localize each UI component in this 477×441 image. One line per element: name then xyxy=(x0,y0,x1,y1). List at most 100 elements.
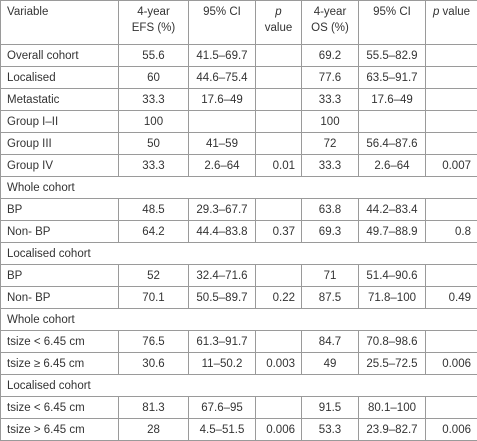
value-cell: 28 xyxy=(119,419,189,441)
value-cell: 0.006 xyxy=(426,419,477,441)
value-cell: 2.6–64 xyxy=(359,155,426,177)
empty-cell xyxy=(359,111,426,133)
value-cell: 49.7–88.9 xyxy=(359,221,426,243)
value-cell: 60 xyxy=(119,67,189,89)
header-cell: p value xyxy=(256,1,302,45)
value-cell: 0.006 xyxy=(426,353,477,375)
empty-cell xyxy=(256,67,302,89)
row-label: tsize ≥ 6.45 cm xyxy=(1,353,119,375)
value-cell: 49 xyxy=(302,353,359,375)
value-cell: 84.7 xyxy=(302,331,359,353)
row-label: BP xyxy=(1,199,119,221)
empty-cell xyxy=(189,111,256,133)
value-cell: 11–50.2 xyxy=(189,353,256,375)
value-cell: 80.1–100 xyxy=(359,397,426,419)
section-label: Whole cohort xyxy=(1,177,477,199)
section-label: Localised cohort xyxy=(1,375,477,397)
header-cell: 4-year OS (%) xyxy=(302,1,359,45)
row-label: Overall cohort xyxy=(1,45,119,67)
empty-cell xyxy=(426,133,477,155)
value-cell: 0.01 xyxy=(256,155,302,177)
value-cell: 0.22 xyxy=(256,287,302,309)
value-cell: 0.8 xyxy=(426,221,477,243)
row-label: Metastatic xyxy=(1,89,119,111)
value-cell: 71 xyxy=(302,265,359,287)
row-label: Group I–II xyxy=(1,111,119,133)
value-cell: 55.5–82.9 xyxy=(359,45,426,67)
value-cell: 0.49 xyxy=(426,287,477,309)
value-cell: 51.4–90.6 xyxy=(359,265,426,287)
empty-cell xyxy=(426,111,477,133)
empty-cell xyxy=(256,199,302,221)
value-cell: 69.3 xyxy=(302,221,359,243)
value-cell: 69.2 xyxy=(302,45,359,67)
empty-cell xyxy=(426,89,477,111)
row-label: BP xyxy=(1,265,119,287)
value-cell: 0.37 xyxy=(256,221,302,243)
value-cell: 44.4–83.8 xyxy=(189,221,256,243)
header-cell: 95% CI xyxy=(359,1,426,45)
value-cell: 41.5–69.7 xyxy=(189,45,256,67)
value-cell: 33.3 xyxy=(302,89,359,111)
value-cell: 4.5–51.5 xyxy=(189,419,256,441)
value-cell: 63.5–91.7 xyxy=(359,67,426,89)
value-cell: 63.8 xyxy=(302,199,359,221)
value-cell: 25.5–72.5 xyxy=(359,353,426,375)
empty-cell xyxy=(426,265,477,287)
value-cell: 70.8–98.6 xyxy=(359,331,426,353)
value-cell: 56.4–87.6 xyxy=(359,133,426,155)
row-label: tsize < 6.45 cm xyxy=(1,331,119,353)
empty-cell xyxy=(256,133,302,155)
value-cell: 81.3 xyxy=(119,397,189,419)
value-cell: 72 xyxy=(302,133,359,155)
section-row: Localised cohort xyxy=(1,375,477,397)
empty-cell xyxy=(426,45,477,67)
value-cell: 76.5 xyxy=(119,331,189,353)
value-cell: 2.6–64 xyxy=(189,155,256,177)
value-cell: 67.6–95 xyxy=(189,397,256,419)
value-cell: 50.5–89.7 xyxy=(189,287,256,309)
value-cell: 71.8–100 xyxy=(359,287,426,309)
empty-cell xyxy=(256,45,302,67)
header-cell: Variable xyxy=(1,1,119,45)
header-cell: 95% CI xyxy=(189,1,256,45)
empty-cell xyxy=(256,111,302,133)
row-label: Group IV xyxy=(1,155,119,177)
value-cell: 91.5 xyxy=(302,397,359,419)
value-cell: 53.3 xyxy=(302,419,359,441)
value-cell: 32.4–71.6 xyxy=(189,265,256,287)
value-cell: 30.6 xyxy=(119,353,189,375)
value-cell: 44.2–83.4 xyxy=(359,199,426,221)
value-cell: 0.006 xyxy=(256,419,302,441)
value-cell: 23.9–82.7 xyxy=(359,419,426,441)
header-cell: 4-year EFS (%) xyxy=(119,1,189,45)
value-cell: 87.5 xyxy=(302,287,359,309)
row-label: tsize < 6.45 cm xyxy=(1,397,119,419)
value-cell: 52 xyxy=(119,265,189,287)
value-cell: 33.3 xyxy=(119,89,189,111)
header-cell: p value xyxy=(426,1,477,45)
value-cell: 17.6–49 xyxy=(359,89,426,111)
value-cell: 55.6 xyxy=(119,45,189,67)
section-label: Whole cohort xyxy=(1,309,477,331)
empty-cell xyxy=(426,397,477,419)
empty-cell xyxy=(256,89,302,111)
value-cell: 70.1 xyxy=(119,287,189,309)
value-cell: 33.3 xyxy=(119,155,189,177)
value-cell: 61.3–91.7 xyxy=(189,331,256,353)
empty-cell xyxy=(256,265,302,287)
value-cell: 17.6–49 xyxy=(189,89,256,111)
value-cell: 64.2 xyxy=(119,221,189,243)
